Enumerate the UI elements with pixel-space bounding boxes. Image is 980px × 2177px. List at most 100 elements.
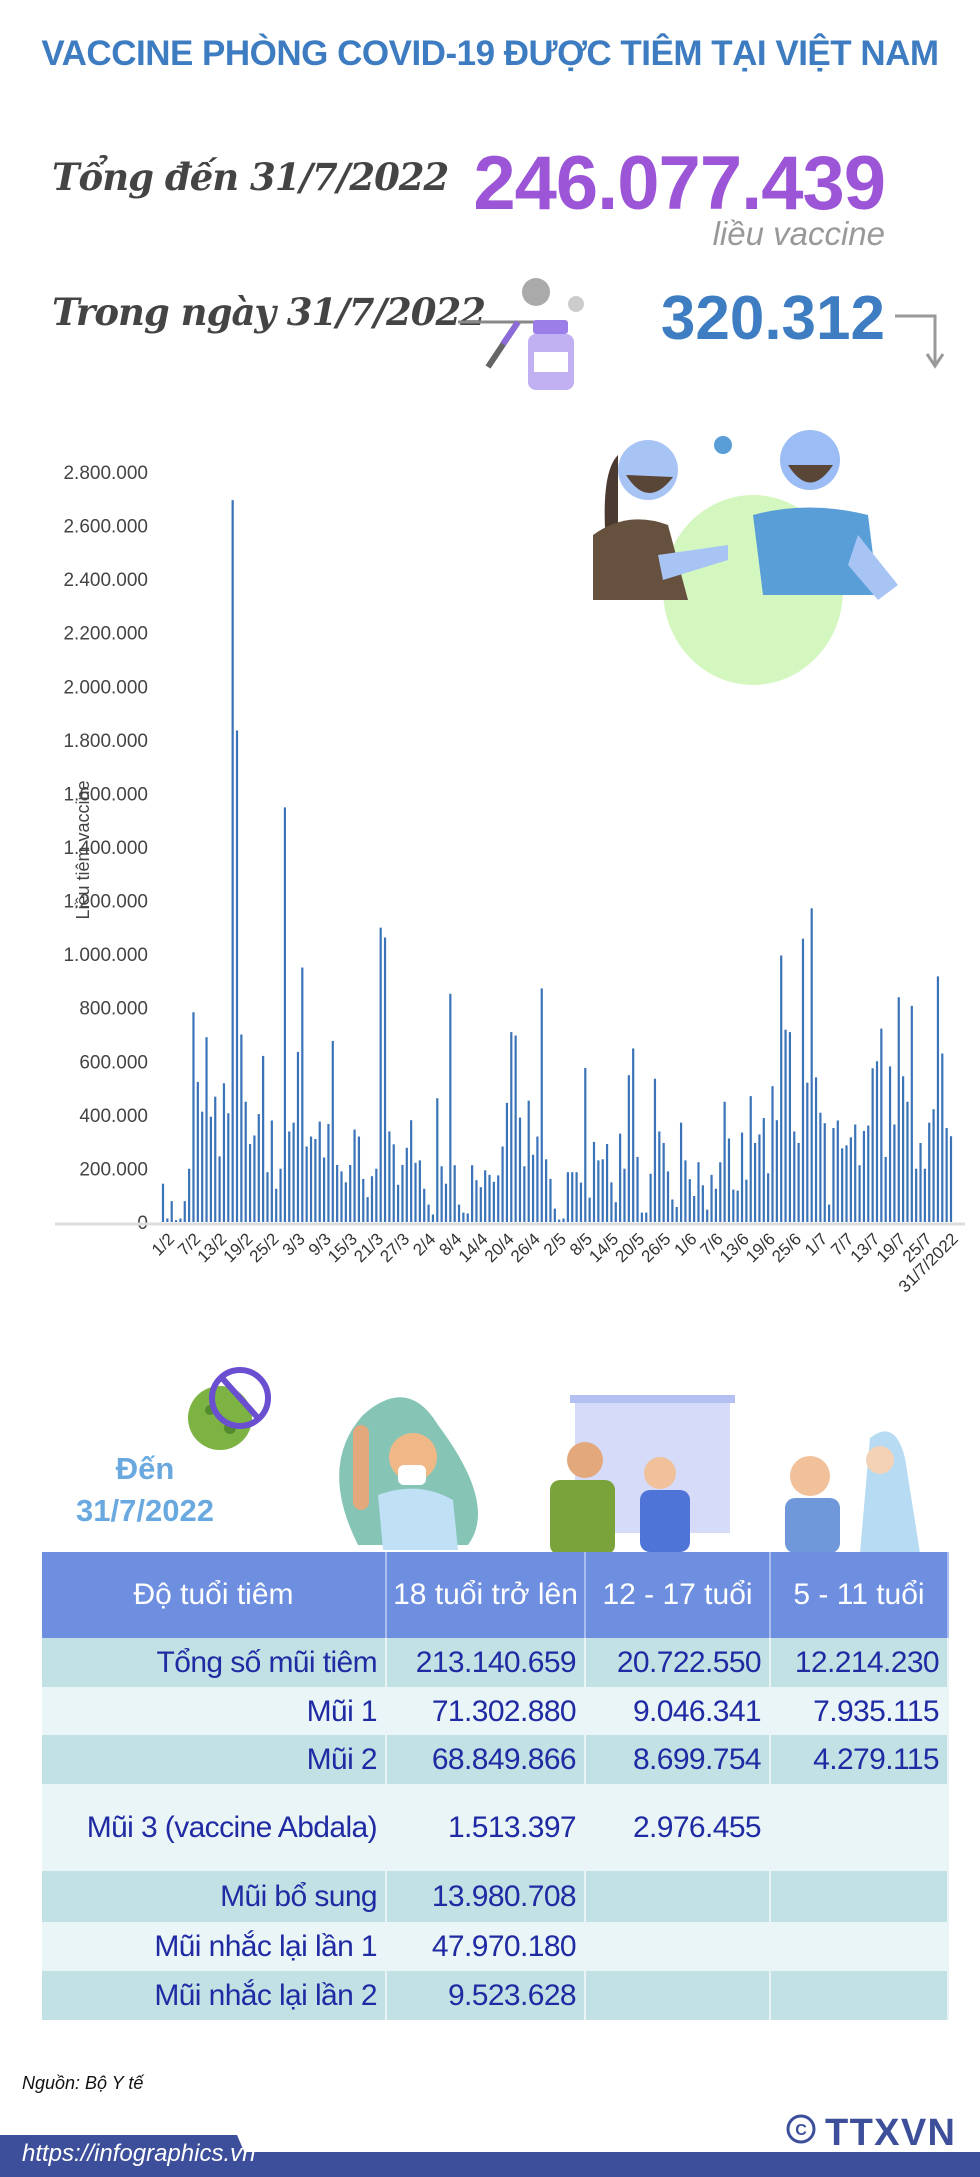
bar [632, 1048, 635, 1222]
bar [666, 1171, 670, 1222]
bar [266, 1172, 269, 1222]
bar [949, 1136, 953, 1222]
svg-text:C: C [795, 2122, 807, 2139]
table-cell: 2.976.455 [585, 1784, 771, 1871]
row-label: Mũi bổ sung [42, 1871, 387, 1922]
arrow-down-icon [895, 314, 945, 369]
bar [601, 1159, 604, 1222]
table-row-total: Tổng số mũi tiêm 213.140.659 20.722.550 12.… [42, 1638, 949, 1687]
bar [296, 1051, 300, 1222]
table-cell: 12.214.230 [770, 1638, 949, 1687]
bar [549, 1178, 552, 1222]
bar [244, 1101, 247, 1222]
bar [370, 1176, 374, 1222]
bar [888, 1066, 892, 1222]
bar [897, 997, 900, 1222]
bar [479, 1187, 482, 1222]
y-tick-label: 1.200.000 [63, 892, 148, 913]
bar [688, 1179, 691, 1222]
bar [597, 1160, 600, 1222]
bar [218, 1156, 221, 1222]
vaccination-by-age-table: Độ tuổi tiêm 18 tuổi trở lên 12 - 17 tuổ… [42, 1552, 949, 2020]
y-tick-label: 1.800.000 [63, 731, 148, 752]
bar [449, 993, 452, 1222]
bar [423, 1188, 426, 1222]
child-illustration [785, 1431, 920, 1553]
x-tick-label: 3/3 [279, 1229, 309, 1259]
bar [314, 1138, 317, 1222]
bar [610, 1182, 613, 1222]
bar [262, 1055, 265, 1222]
bar [932, 1109, 935, 1222]
bar [767, 1173, 770, 1222]
bar [166, 1218, 169, 1222]
bar [671, 1199, 674, 1222]
row-label: Mũi nhắc lại lần 2 [42, 1971, 387, 2020]
table-row-booster-1: Mũi nhắc lại lần 1 47.970.180 [42, 1922, 949, 1971]
bar [571, 1172, 574, 1222]
bar [727, 1138, 731, 1222]
bar [553, 1208, 556, 1222]
bar [362, 1178, 365, 1222]
table-cell: 68.849.866 [386, 1735, 586, 1784]
bar [605, 1144, 609, 1222]
bar [801, 938, 805, 1222]
vaccination-illustration [593, 430, 898, 685]
table-row-additional-dose: Mũi bổ sung 13.980.708 [42, 1871, 949, 1922]
table-cell [585, 1922, 771, 1971]
total-label: Tổng đến 31/7/2022 [52, 155, 449, 199]
table-row-dose-3-abdala: Mũi 3 (vaccine Abdala) 1.513.397 2.976.455 [42, 1784, 949, 1871]
bar [436, 1098, 439, 1222]
table-cell: 71.302.880 [386, 1687, 586, 1735]
bar [523, 1166, 526, 1222]
bar [941, 1053, 944, 1222]
bar [923, 1168, 926, 1222]
bar [814, 1077, 818, 1222]
bar [827, 1204, 831, 1222]
bar [693, 1196, 696, 1222]
bar [340, 1171, 343, 1222]
bar [836, 1120, 839, 1222]
bar [619, 1133, 622, 1222]
bar [396, 1184, 400, 1222]
bar [514, 1035, 517, 1222]
y-tick-label: 1.400.000 [63, 838, 148, 859]
x-tick-label: 27/3 [376, 1229, 413, 1266]
unit-label: liều vaccine [712, 215, 885, 252]
bar [880, 1028, 883, 1222]
bar [501, 1146, 504, 1222]
header-18-plus: 18 tuổi trở lên [386, 1552, 586, 1638]
virus-icon [714, 436, 732, 454]
bar [906, 1101, 909, 1222]
bar [401, 1164, 404, 1222]
bar [209, 1116, 212, 1222]
bar [697, 1162, 700, 1222]
bar [562, 1218, 565, 1222]
bar [740, 1132, 744, 1222]
table-cell: 7.935.115 [770, 1687, 949, 1735]
table-cell: 20.722.550 [585, 1638, 771, 1687]
bar [214, 1096, 217, 1222]
footer-url-link[interactable]: https://infographics.vn [22, 2140, 256, 2167]
x-tick-label: 1/2 [148, 1229, 178, 1259]
y-tick-label: 1.600.000 [63, 784, 148, 805]
bar [427, 1204, 430, 1222]
bar [318, 1121, 321, 1222]
bar [257, 1114, 260, 1222]
bar [745, 1179, 748, 1222]
bar [875, 1061, 879, 1222]
bar [305, 1146, 308, 1222]
bar [418, 1160, 421, 1222]
y-tick-label: 800.000 [79, 999, 148, 1020]
bar [383, 937, 387, 1222]
bar [357, 1136, 361, 1222]
table-cell: 1.513.397 [386, 1784, 586, 1871]
bar [841, 1148, 844, 1222]
table-cell: 8.699.754 [585, 1735, 771, 1784]
bar [235, 730, 239, 1222]
table-cell: 13.980.708 [386, 1871, 586, 1922]
bar [871, 1068, 874, 1222]
table-cell [770, 1922, 949, 1971]
bar [910, 1005, 913, 1222]
row-label: Tổng số mũi tiêm [42, 1638, 387, 1687]
